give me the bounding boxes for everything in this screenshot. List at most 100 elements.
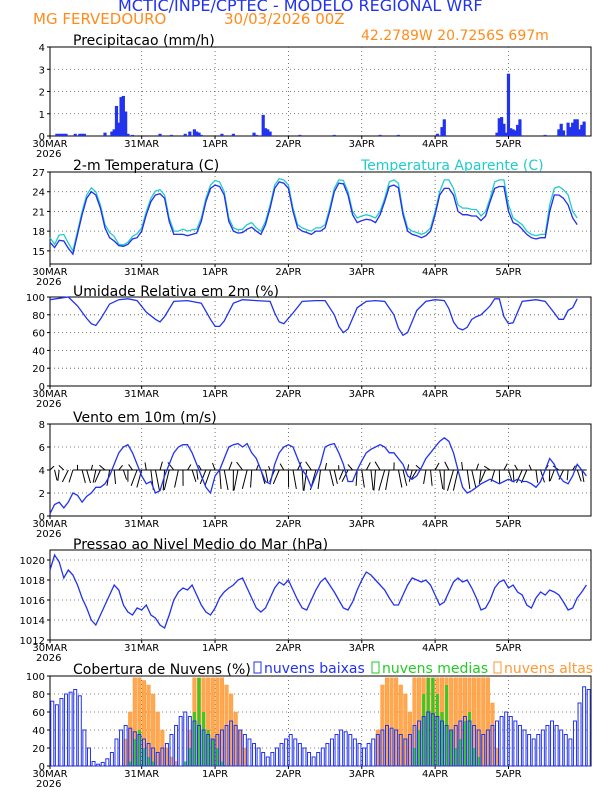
low-cloud-bar: [233, 725, 238, 767]
wind-vector: [572, 465, 576, 471]
rh-xtick-label: 30MAR: [32, 389, 67, 400]
low-cloud-bar: [187, 716, 192, 767]
low-cloud-bar: [302, 747, 307, 767]
precip-title: Precipitacao (mm/h): [73, 33, 215, 49]
slp-ytick-label: 1014: [20, 616, 45, 627]
wind-vector: [478, 469, 482, 484]
slp-title: Pressao ao Nivel Medio do Mar (hPa): [73, 537, 328, 553]
precip-bar: [435, 133, 440, 136]
temp-xtick-label: 5APR: [495, 267, 521, 278]
low-cloud-bar: [77, 695, 82, 767]
low-cloud-bar: [384, 725, 389, 767]
rh-xtick-label: 4APR: [422, 389, 448, 400]
low-cloud-bar: [531, 738, 536, 767]
precip-bar: [263, 128, 268, 136]
rh-frame: [49, 296, 592, 387]
mid-cloud-bar: [183, 761, 187, 766]
clouds-xtick-label: 3APR: [349, 769, 375, 780]
clouds-ytick-label: 60: [32, 708, 45, 719]
wind-vector: [264, 469, 269, 482]
wind-vector: [338, 469, 344, 480]
slp-xtick-label: 31MAR: [124, 643, 159, 654]
wind-vector: [305, 461, 312, 471]
low-cloud-bar: [559, 729, 564, 767]
wind-vector: [434, 462, 440, 471]
wind-ytick-label: 8: [39, 420, 45, 431]
low-cloud-bar: [50, 700, 55, 767]
mid-cloud-bar: [440, 712, 444, 766]
low-cloud-bar: [572, 720, 577, 767]
low-cloud-bar: [352, 738, 357, 767]
low-cloud-bar: [242, 734, 247, 767]
temp-ytick-label: 21: [32, 207, 45, 218]
precip-bar: [332, 134, 336, 136]
rh-ytick-label: 40: [32, 346, 45, 357]
wind-vector: [514, 464, 519, 471]
low-cloud-bar: [527, 734, 532, 767]
precip-bar: [440, 127, 444, 136]
precip-bar: [231, 133, 235, 136]
low-cloud-bar: [73, 689, 78, 767]
wind-vector: [452, 469, 459, 491]
low-cloud-bar: [325, 743, 330, 767]
precip-bar: [516, 124, 520, 136]
low-cloud-bar: [100, 761, 105, 767]
mid-cloud-bar: [151, 761, 155, 766]
temp-year-label: 2026: [36, 277, 61, 288]
cloud-legend-swatch: [493, 661, 502, 674]
clouds-ytick-label: 80: [32, 690, 45, 701]
rh-ytick-label: 0: [39, 382, 45, 393]
rh-ytick-label: 80: [32, 311, 45, 322]
low-cloud-bar: [421, 716, 426, 767]
wind-vector: [272, 469, 280, 485]
wind-vector: [355, 469, 358, 486]
wind-vector: [54, 469, 58, 481]
wind-vector: [236, 461, 243, 471]
wind-vector: [144, 462, 147, 471]
slp-xtick-label: 2APR: [275, 643, 301, 654]
mid-cloud-bar: [142, 748, 146, 766]
cloud-legend-swatch: [253, 661, 262, 674]
precip-bar: [575, 119, 579, 136]
low-cloud-bar: [375, 734, 380, 767]
mid-cloud-bar: [412, 748, 416, 766]
low-cloud-bar: [371, 738, 376, 767]
low-cloud-bar: [96, 763, 101, 767]
wind-vector: [446, 469, 454, 491]
low-cloud-bar: [504, 711, 509, 767]
precip-bar: [580, 124, 584, 136]
low-cloud-bar: [357, 743, 362, 767]
low-cloud-bar: [252, 743, 257, 767]
temp-ytick-label: 24: [32, 188, 45, 199]
wind-vector: [90, 464, 94, 471]
wind-vector: [324, 462, 328, 471]
low-cloud-bar: [261, 752, 266, 767]
mid-cloud-bar: [463, 721, 467, 766]
mid-cloud-bar: [197, 677, 201, 766]
mid-cloud-bar: [192, 712, 196, 766]
precip-bar: [252, 132, 256, 136]
low-cloud-bar: [119, 729, 124, 767]
low-cloud-bar: [499, 716, 504, 767]
wind-vector: [99, 464, 106, 471]
wind-vector: [407, 464, 410, 471]
low-cloud-bar: [210, 738, 215, 767]
precip-bar: [543, 134, 547, 136]
precip-bar: [199, 134, 203, 136]
temp-xtick-label: 2APR: [275, 267, 301, 278]
wind-vector: [378, 469, 386, 491]
low-cloud-bar: [256, 747, 261, 767]
mid-cloud-bar: [472, 748, 476, 766]
low-cloud-bar: [462, 716, 467, 767]
mid-cloud-bar: [431, 677, 435, 766]
precip-bar: [298, 134, 302, 136]
low-cloud-bar: [513, 720, 518, 767]
wind-vector: [528, 464, 532, 471]
precip-year-label: 2026: [36, 149, 61, 160]
wind-vector: [535, 469, 539, 483]
apparent-temperature-line: [49, 177, 578, 253]
precip-ytick-label: 1: [39, 110, 45, 121]
run-date-label: 30/03/2026 00Z: [224, 10, 345, 28]
low-cloud-bar: [389, 727, 394, 767]
clouds-year-label: 2026: [36, 779, 61, 790]
